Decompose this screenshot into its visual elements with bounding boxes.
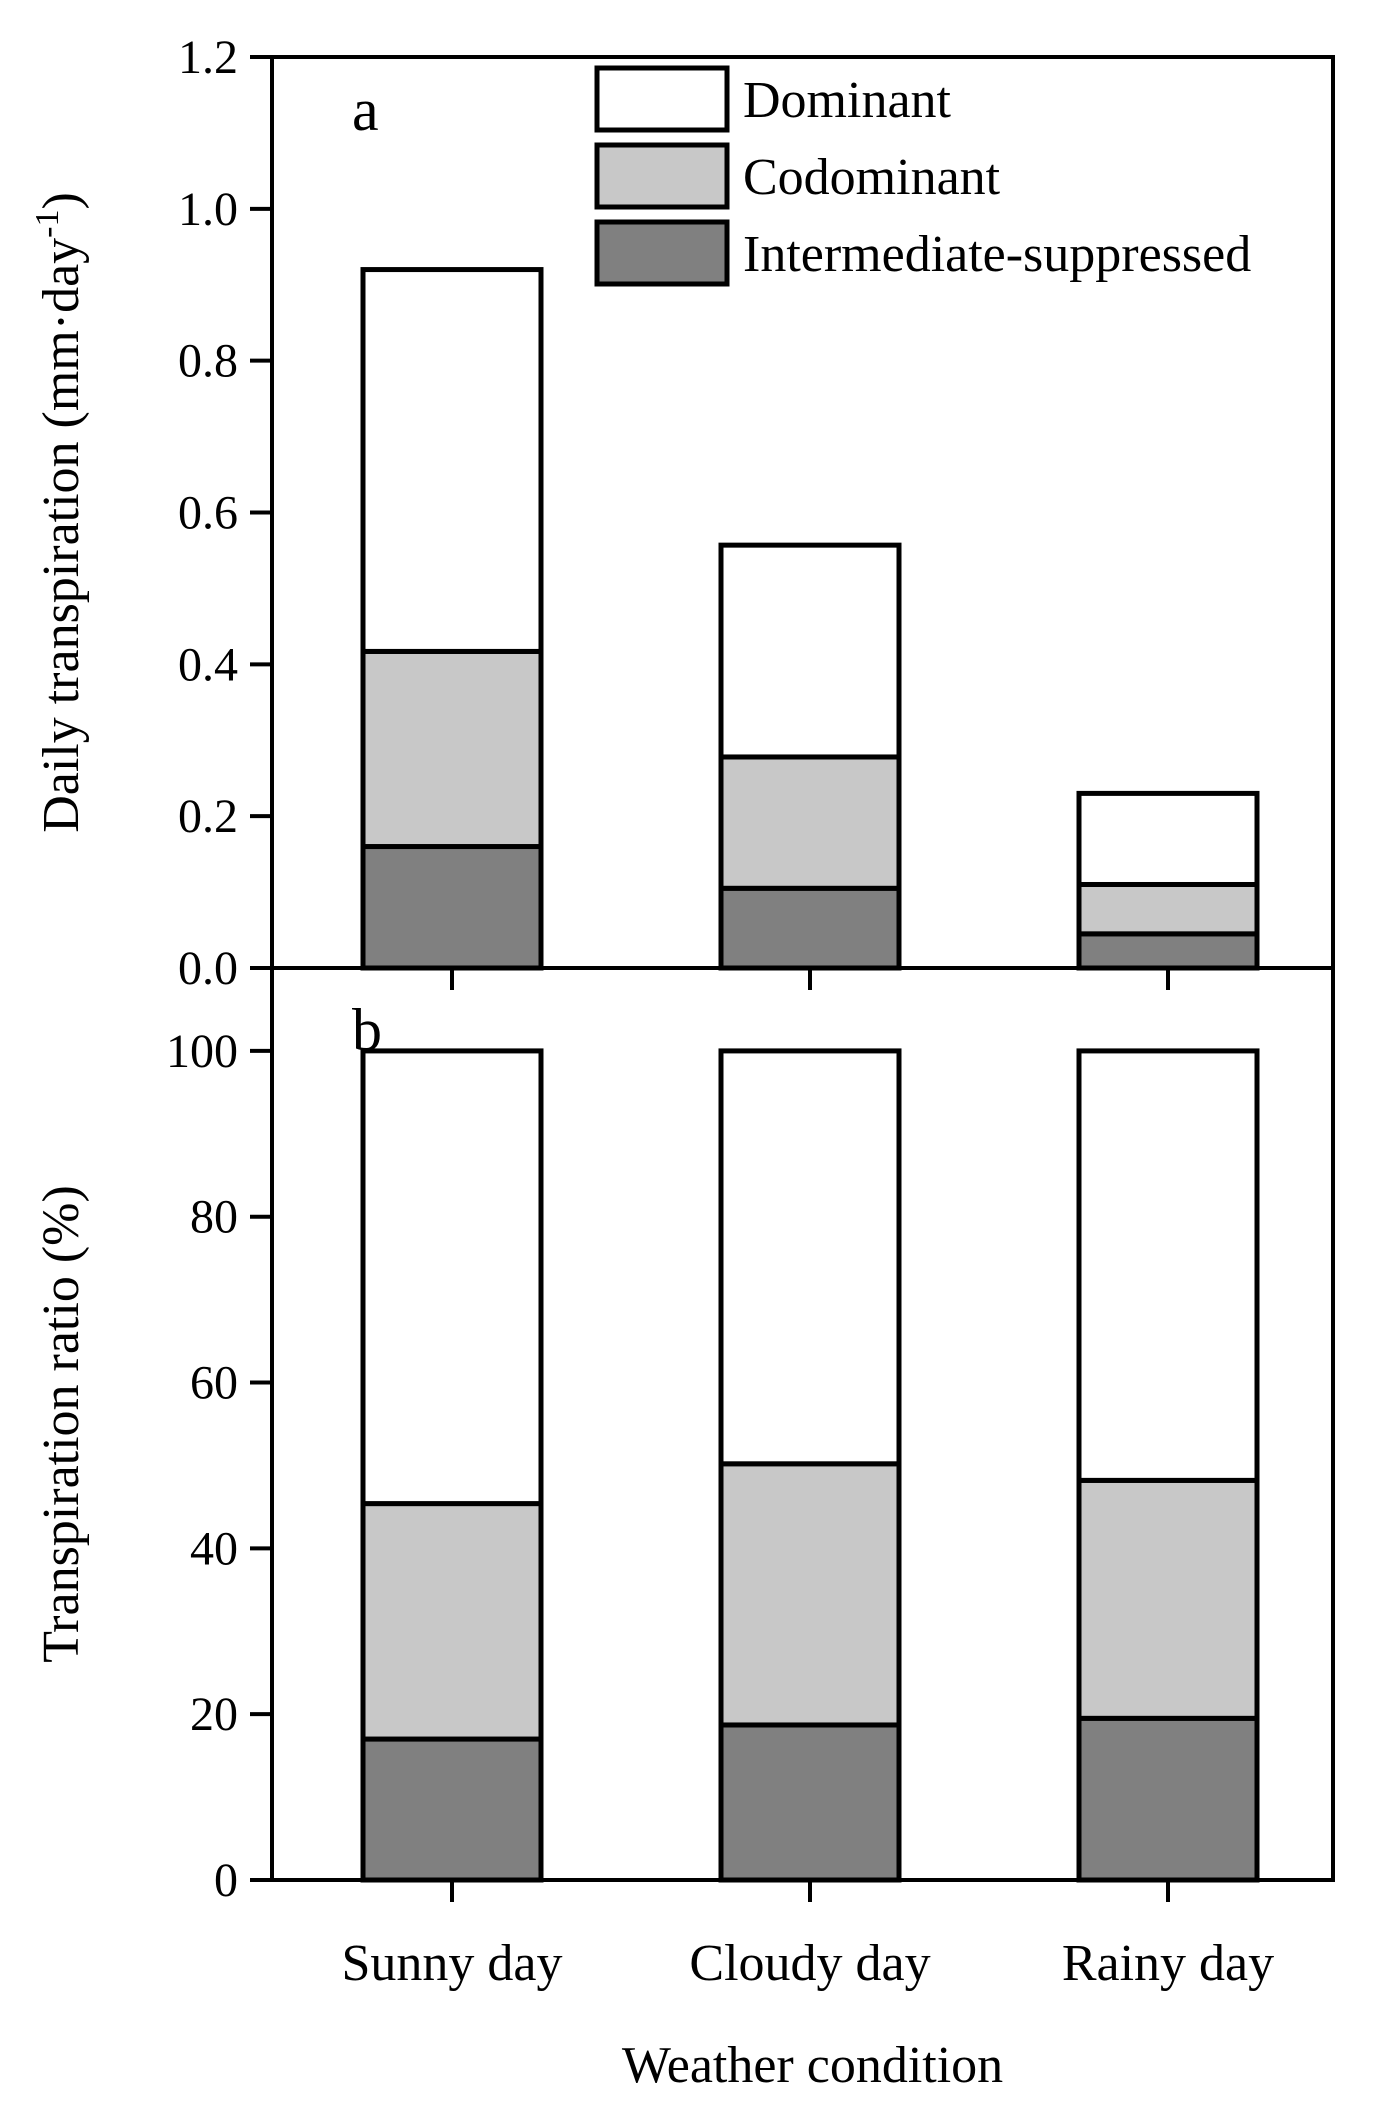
legend-swatch-intermediate-suppressed bbox=[594, 219, 730, 287]
bar-a-1-dominant bbox=[360, 267, 544, 654]
panel-a: 0.0 0.2 0.4 0.6 0.8 1.0 1.2 a Daily transpiratio… bbox=[29, 31, 1335, 995]
y-tick-label-b: 100 bbox=[166, 1025, 238, 1078]
bar-a-2-intermediate-suppressed bbox=[718, 885, 902, 971]
y-tick-label-a: 0.0 bbox=[178, 942, 238, 995]
y-axis-title-b: Transpiration ratio (%) bbox=[33, 1185, 90, 1663]
panel-letter-b: b bbox=[352, 997, 382, 1063]
bar-a-1-intermediate-suppressed bbox=[360, 844, 544, 971]
bar-a-2-codominant bbox=[718, 754, 902, 891]
y-tick-label-b: 40 bbox=[190, 1522, 238, 1575]
y-tick-label-b: 60 bbox=[190, 1357, 238, 1410]
bar-a-3-intermediate-suppressed bbox=[1076, 931, 1260, 971]
x-category-label: Rainy day bbox=[1062, 1935, 1274, 1992]
y-tick-label-b: 0 bbox=[214, 1854, 238, 1907]
x-category-label: Sunny day bbox=[342, 1935, 563, 1992]
x-axis-title: Weather condition bbox=[622, 2037, 1003, 2094]
y-tick-label-b: 80 bbox=[190, 1191, 238, 1244]
bar-a-2-dominant bbox=[718, 542, 902, 760]
legend-swatch-dominant bbox=[594, 65, 730, 133]
legend-label-intermediate-suppressed: Intermediate-suppressed bbox=[743, 226, 1251, 283]
bar-b-2-dominant bbox=[718, 1048, 902, 1467]
y-axis-title-a: Daily transpiration (mm·day-1) bbox=[29, 192, 90, 833]
panel-b: 0 20 40 60 80 100 b Transpiration ratio (%) Sunn… bbox=[33, 966, 1335, 2094]
y-tick-label-a: 0.4 bbox=[178, 638, 238, 691]
bar-b-1-codominant bbox=[360, 1501, 544, 1742]
y-tick-label-a: 1.0 bbox=[178, 183, 238, 236]
bar-a-3-codominant bbox=[1076, 881, 1260, 937]
legend: Dominant Codominant Intermediate-suppresse… bbox=[594, 65, 1251, 287]
legend-swatch-codominant bbox=[594, 142, 730, 210]
y-tick-label-a: 0.6 bbox=[178, 487, 238, 540]
bar-a-1-codominant bbox=[360, 648, 544, 850]
legend-label-dominant: Dominant bbox=[743, 72, 952, 129]
bar-b-1-dominant bbox=[360, 1048, 544, 1507]
bar-b-3-codominant bbox=[1076, 1477, 1260, 1721]
y-tick-label-a: 0.2 bbox=[178, 790, 238, 843]
bar-b-2-codominant bbox=[718, 1461, 902, 1728]
bar-b-2-intermediate-suppressed bbox=[718, 1722, 902, 1883]
y-tick-label-b: 20 bbox=[190, 1688, 238, 1741]
bar-b-1-intermediate-suppressed bbox=[360, 1736, 544, 1883]
bar-b-3-dominant bbox=[1076, 1048, 1260, 1483]
y-tick-label-a: 1.2 bbox=[178, 31, 238, 84]
bar-b-3-intermediate-suppressed bbox=[1076, 1715, 1260, 1883]
plot-frame-b bbox=[270, 966, 1335, 1882]
panel-letter-a: a bbox=[352, 77, 379, 143]
legend-label-codominant: Codominant bbox=[743, 149, 1001, 206]
y-tick-label-a: 0.8 bbox=[178, 335, 238, 388]
x-category-label: Cloudy day bbox=[689, 1935, 930, 1992]
bar-a-3-dominant bbox=[1076, 790, 1260, 887]
